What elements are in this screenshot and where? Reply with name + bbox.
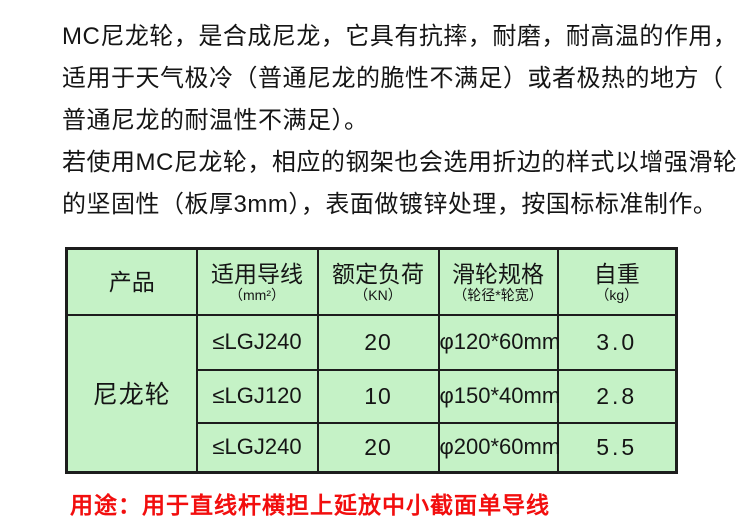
header-label: 额定负荷 bbox=[332, 260, 424, 287]
spec-cell: φ150*40mm bbox=[437, 368, 560, 424]
intro-line: 适用于天气极冷（普通尼龙的脆性不满足）或者极热的地方（ bbox=[62, 65, 724, 92]
weight-cell: 3.0 bbox=[556, 313, 678, 371]
product-spec-table: 产品 适用导线 （mm²） 额定负荷 （KN） 滑轮规格 （轮径*轮宽） 自重 … bbox=[65, 247, 678, 474]
weight-cell: 5.5 bbox=[556, 421, 678, 474]
spec-cell: φ200*60mm bbox=[437, 421, 560, 474]
header-wire: 适用导线 （mm²） bbox=[195, 247, 319, 316]
header-unit: （KN） bbox=[354, 286, 402, 303]
header-pulley-spec: 滑轮规格 （轮径*轮宽） bbox=[437, 247, 559, 316]
intro-paragraphs: MC尼龙轮，是合成尼龙，它具有抗摔，耐磨，耐高温的作用， 适用于天气极冷（普通尼… bbox=[62, 16, 738, 226]
header-unit: （kg） bbox=[595, 286, 639, 303]
table-row: ≤LGJ240 20 φ200*60mm 5.5 bbox=[67, 421, 678, 474]
table-row: ≤LGJ120 10 φ150*40mm 2.8 bbox=[67, 368, 678, 424]
table-row: 尼龙轮 ≤LGJ240 20 φ120*60mm 3.0 bbox=[65, 313, 678, 474]
header-label: 自重 bbox=[593, 260, 640, 287]
table-header-row: 产品 适用导线 （mm²） 额定负荷 （KN） 滑轮规格 （轮径*轮宽） 自重 … bbox=[65, 247, 678, 316]
load-cell: 10 bbox=[316, 368, 440, 424]
header-label: 产品 bbox=[108, 268, 155, 295]
intro-line: 普通尼龙的耐温性不满足）。 bbox=[62, 107, 369, 134]
weight-cell: 2.8 bbox=[556, 368, 678, 424]
wire-cell: ≤LGJ240 bbox=[195, 421, 319, 474]
usage-note: 用途：用于直线杆横担上延放中小截面单导线 bbox=[70, 492, 550, 518]
header-label: 适用导线 bbox=[211, 260, 303, 287]
header-product: 产品 bbox=[65, 247, 198, 316]
usage-note-clipped: 用途：用于直线杆横担上延放中小截面单导线等使用场合 bbox=[105, 515, 725, 521]
intro-line: 若使用MC尼龙轮，相应的钢架也会选用折边的样式以增强滑轮 bbox=[62, 149, 738, 176]
intro-line: 的坚固性（板厚3mm），表面做镀锌处理，按国标标准制作。 bbox=[62, 191, 718, 218]
header-unit: （轮径*轮宽） bbox=[453, 286, 543, 303]
wire-cell: ≤LGJ120 bbox=[195, 368, 319, 424]
intro-line: MC尼龙轮，是合成尼龙，它具有抗摔，耐磨，耐高温的作用， bbox=[62, 23, 738, 50]
header-label: 滑轮规格 bbox=[452, 260, 544, 287]
header-load: 额定负荷 （KN） bbox=[316, 247, 440, 316]
load-cell: 20 bbox=[316, 421, 440, 474]
wire-cell: ≤LGJ240 bbox=[195, 313, 319, 371]
header-weight: 自重 （kg） bbox=[556, 247, 678, 316]
spec-cell: φ120*60mm bbox=[437, 313, 560, 371]
load-cell: 20 bbox=[316, 313, 440, 371]
product-name-cell: 尼龙轮 bbox=[65, 313, 198, 474]
header-unit: （mm²） bbox=[229, 286, 285, 303]
